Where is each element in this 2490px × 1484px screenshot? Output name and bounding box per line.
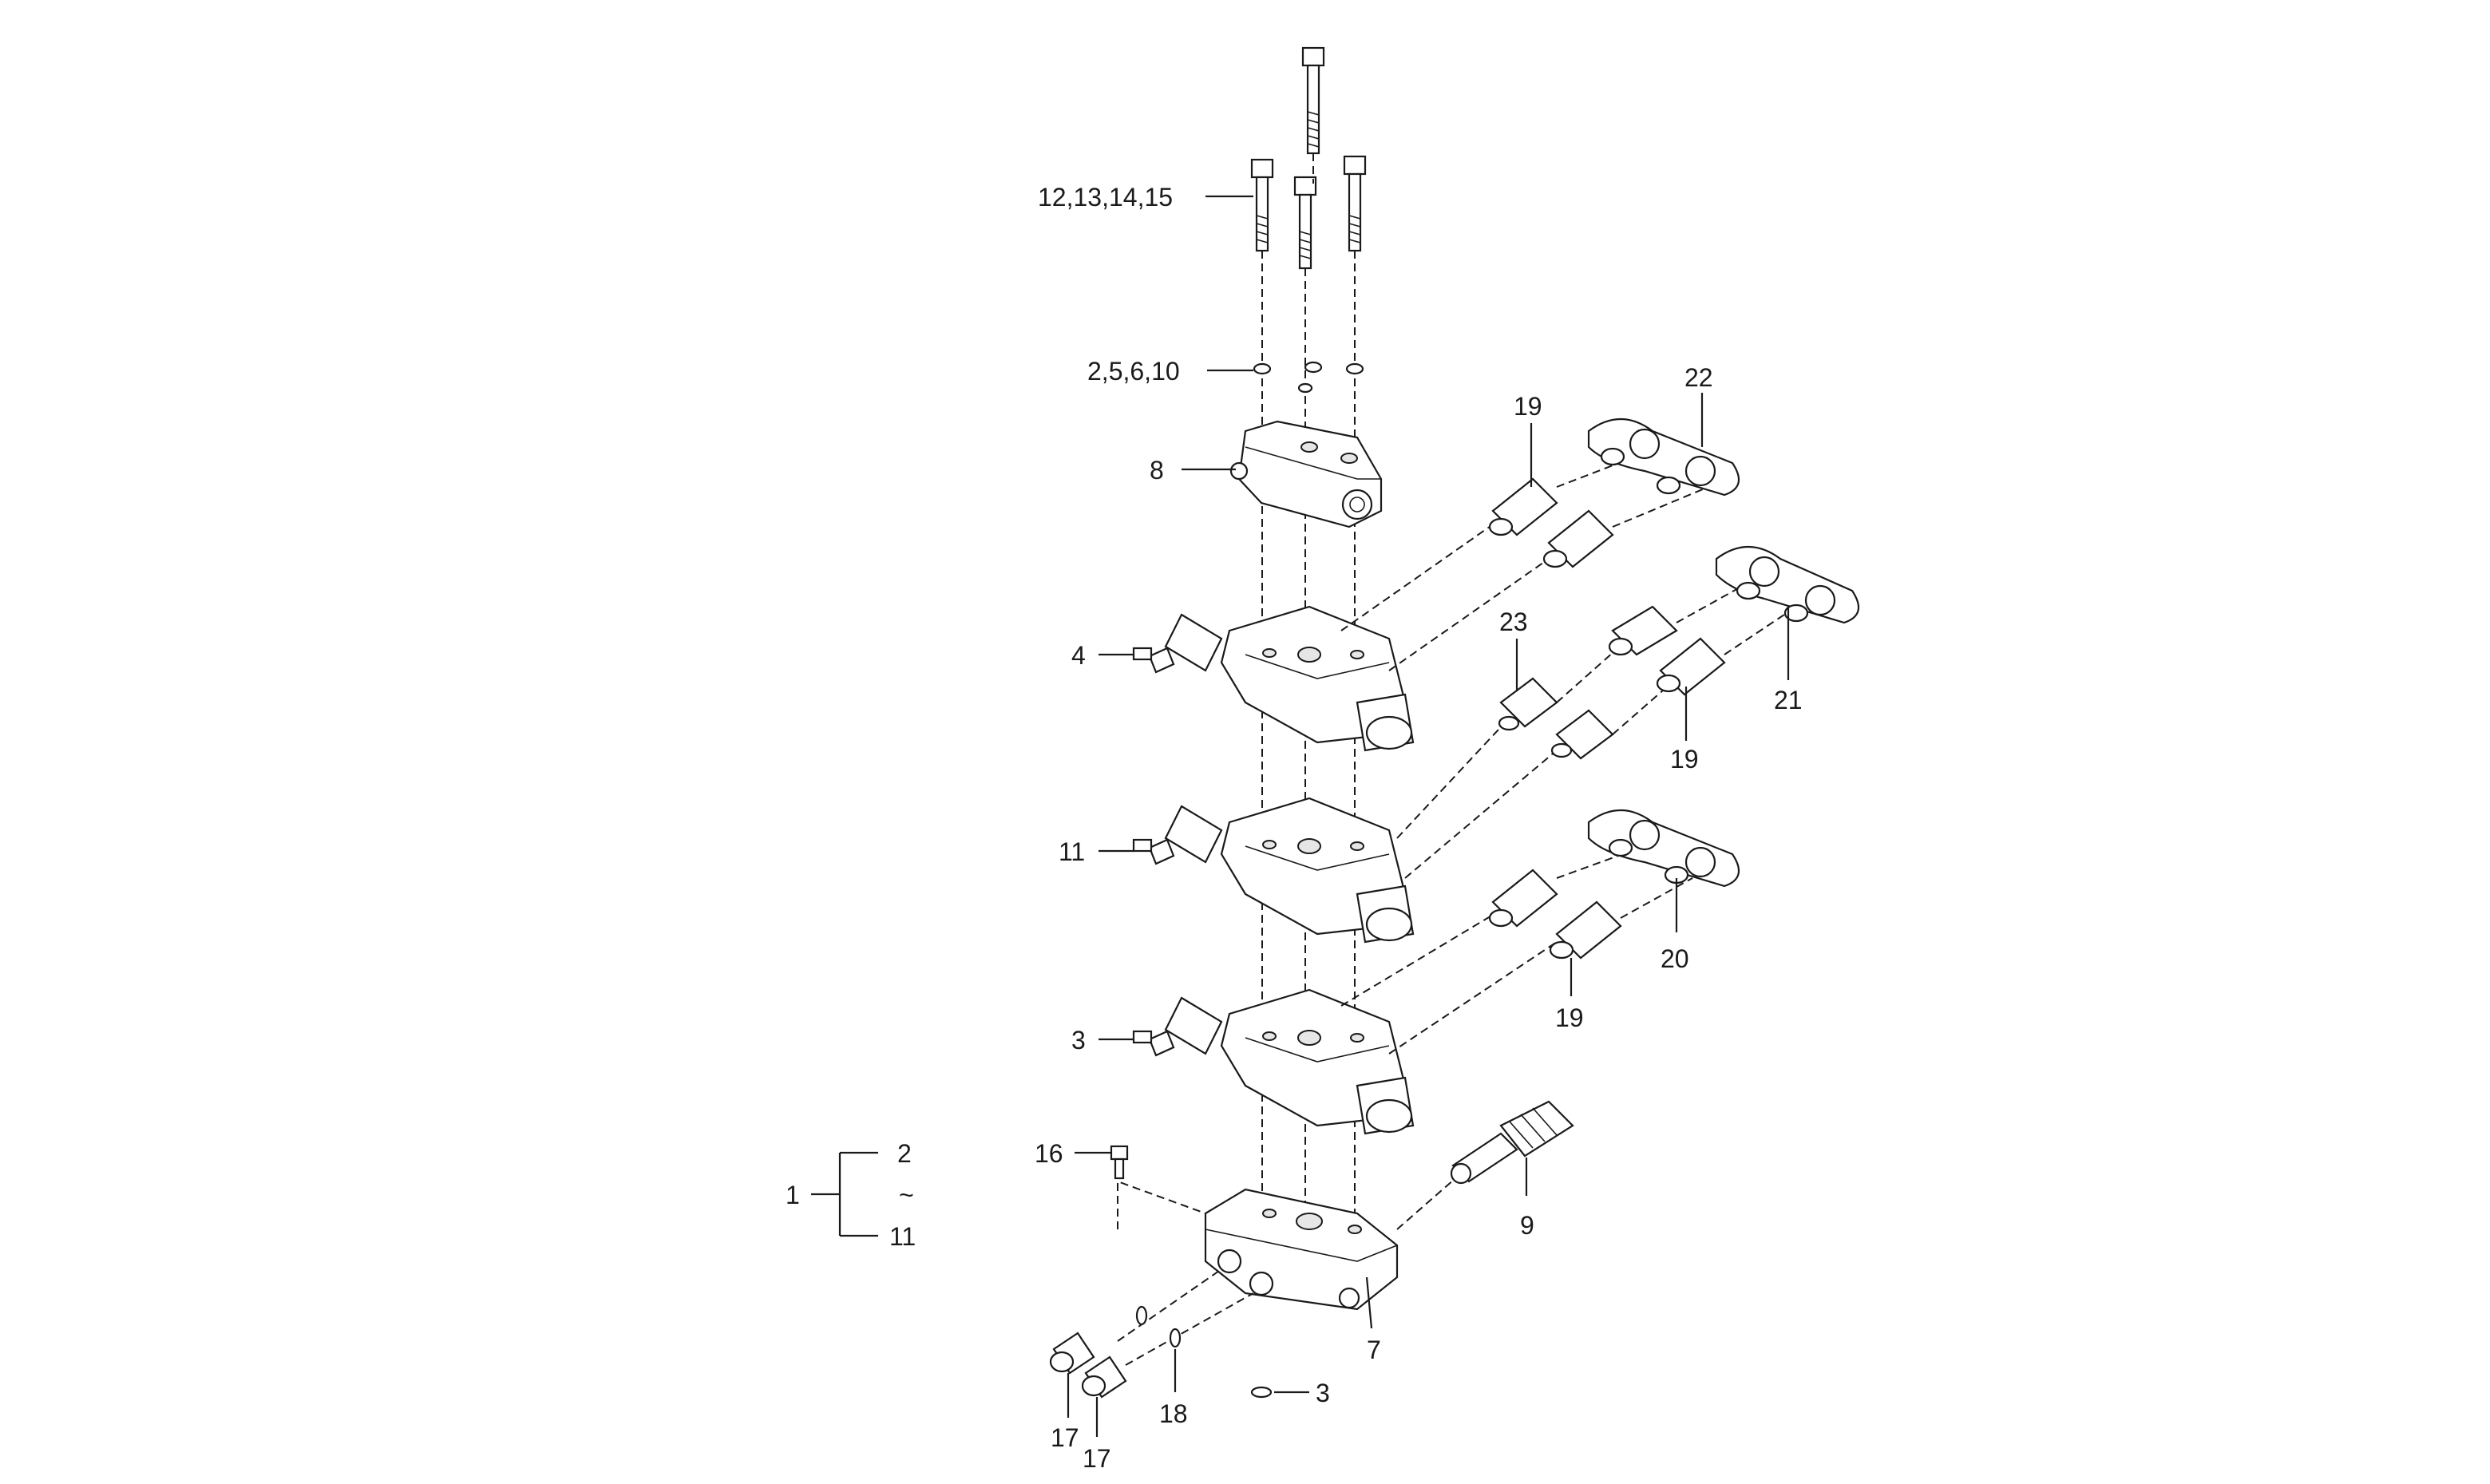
callout-19-lower: 19: [1555, 1003, 1584, 1032]
screw-16-part: [1110, 1145, 1129, 1180]
bolt-top: [1301, 46, 1325, 155]
callout-20: 20: [1661, 944, 1689, 973]
callout-18: 18: [1159, 1399, 1188, 1428]
callout-1: 1: [786, 1181, 800, 1209]
oring-3-lower: [1250, 1386, 1273, 1399]
callout-11: 11: [1059, 837, 1085, 866]
callout-4: 4: [1071, 641, 1086, 670]
bolt-middle: [1293, 176, 1317, 270]
plug-17-left: [1049, 1268, 1222, 1375]
bolt-right: [1343, 155, 1367, 252]
callout-range-tilde: ~: [899, 1181, 914, 1209]
washer-group: [1253, 361, 1364, 394]
callout-22: 22: [1684, 363, 1713, 392]
fitting-23-right: [1404, 709, 1614, 879]
flange-20: [1556, 809, 1740, 919]
oring-18: [1135, 1305, 1182, 1348]
callout-17-right: 17: [1083, 1444, 1111, 1473]
flange-21: [1676, 545, 1860, 655]
fitting-19-mid: [1556, 605, 1726, 735]
callout-2-bracket: 2: [897, 1139, 912, 1168]
fitting-19-upper-right: [1388, 509, 1614, 671]
fitting-19-lower-right: [1388, 900, 1622, 1055]
bolt-left: [1250, 158, 1274, 252]
plug-17-right: [1081, 1292, 1254, 1399]
valve-section-11: [1132, 797, 1415, 944]
inlet-body-part: [1204, 1188, 1399, 1311]
callout-21: 21: [1774, 686, 1803, 714]
callout-8: 8: [1150, 456, 1164, 485]
callout-19-top: 19: [1514, 392, 1542, 421]
fitting-19-upper-left: [1340, 477, 1558, 631]
top-cover-part: [1229, 420, 1383, 528]
bolt-group: [1250, 46, 1367, 270]
fitting-23-left: [1396, 677, 1558, 839]
flange-22: [1556, 417, 1740, 528]
callout-23: 23: [1499, 607, 1528, 636]
callout-12-13-14-15: 12,13,14,15: [1038, 183, 1173, 212]
callout-2-5-6-10: 2,5,6,10: [1087, 357, 1180, 386]
callout-17-left: 17: [1051, 1423, 1079, 1452]
callout-11-bracket: 11: [889, 1222, 916, 1251]
callout-19-mid: 19: [1670, 745, 1699, 774]
assembly-axes: [1261, 153, 1356, 1213]
callout-16: 16: [1035, 1139, 1063, 1168]
leader-lines: [811, 195, 1790, 1437]
relief-cartridge-part: [1396, 1100, 1574, 1230]
callout-7: 7: [1367, 1336, 1381, 1364]
callout-9: 9: [1520, 1211, 1534, 1240]
valve-section-3: [1132, 988, 1415, 1135]
callout-3-lower: 3: [1316, 1379, 1330, 1407]
valve-section-4: [1132, 605, 1415, 752]
callout-3-upper: 3: [1071, 1026, 1086, 1055]
fitting-19-lower-left: [1340, 869, 1558, 1007]
